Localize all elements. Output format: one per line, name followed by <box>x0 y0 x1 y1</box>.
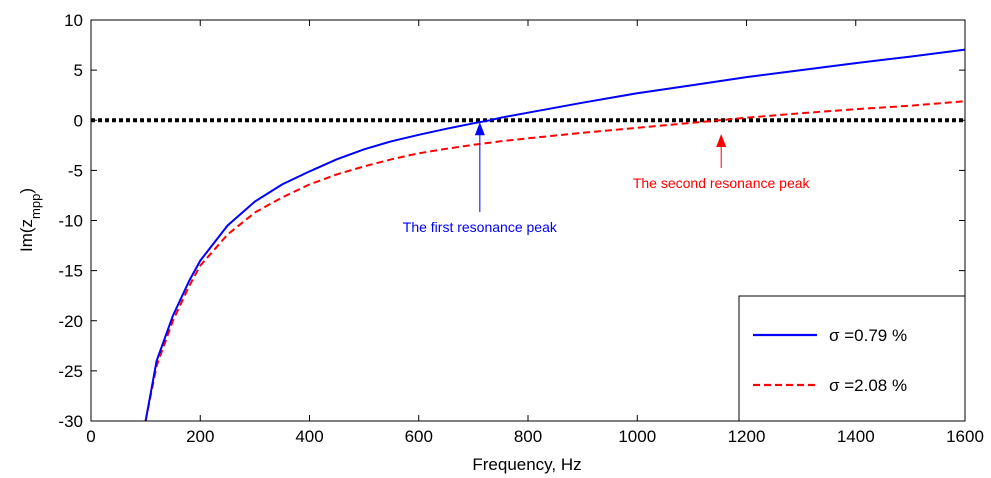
x-tick-label: 1600 <box>946 427 984 446</box>
series-line-2 <box>144 100 966 422</box>
y-tick-label: 10 <box>64 11 83 30</box>
y-axis-label: Im(zmpp) <box>17 188 43 252</box>
arrowhead-first-resonance <box>474 122 485 136</box>
legend-label-series-2: σ =2.08 % <box>829 376 907 395</box>
y-tick-label: -15 <box>58 262 83 281</box>
x-tick-label: 1200 <box>728 427 766 446</box>
legend: σ =0.79 % σ =2.08 % <box>738 295 966 422</box>
x-axis-label: Frequency, Hz <box>472 455 581 474</box>
annotations: The first resonance peak The second reso… <box>403 122 811 235</box>
axes: 0 200 400 600 800 1000 1200 1400 1600 10 5 0 -5 -10 -1… <box>58 11 983 446</box>
x-tick-label: 200 <box>186 427 214 446</box>
y-tick-label: -10 <box>58 212 83 231</box>
x-tick-label: 800 <box>514 427 542 446</box>
series-line-1 <box>144 48 966 422</box>
y-tick-label: -25 <box>58 362 83 381</box>
y-tick-label: -5 <box>68 161 83 180</box>
arrowhead-second-resonance <box>716 134 727 147</box>
y-tick-label: 5 <box>74 61 83 80</box>
y-tick-label: -20 <box>58 312 83 331</box>
x-tick-label: 0 <box>86 427 95 446</box>
x-tick-label: 1400 <box>837 427 875 446</box>
annotation-second-resonance: The second resonance peak <box>633 175 811 191</box>
legend-box <box>738 295 966 422</box>
y-tick-label: -30 <box>58 412 83 431</box>
x-tick-label: 400 <box>295 427 323 446</box>
annotation-first-resonance: The first resonance peak <box>403 219 558 235</box>
legend-label-series-1: σ =0.79 % <box>829 326 907 345</box>
y-tick-label: 0 <box>74 111 83 130</box>
plot-area <box>91 48 966 422</box>
x-tick-label: 600 <box>405 427 433 446</box>
x-tick-label: 1000 <box>618 427 656 446</box>
